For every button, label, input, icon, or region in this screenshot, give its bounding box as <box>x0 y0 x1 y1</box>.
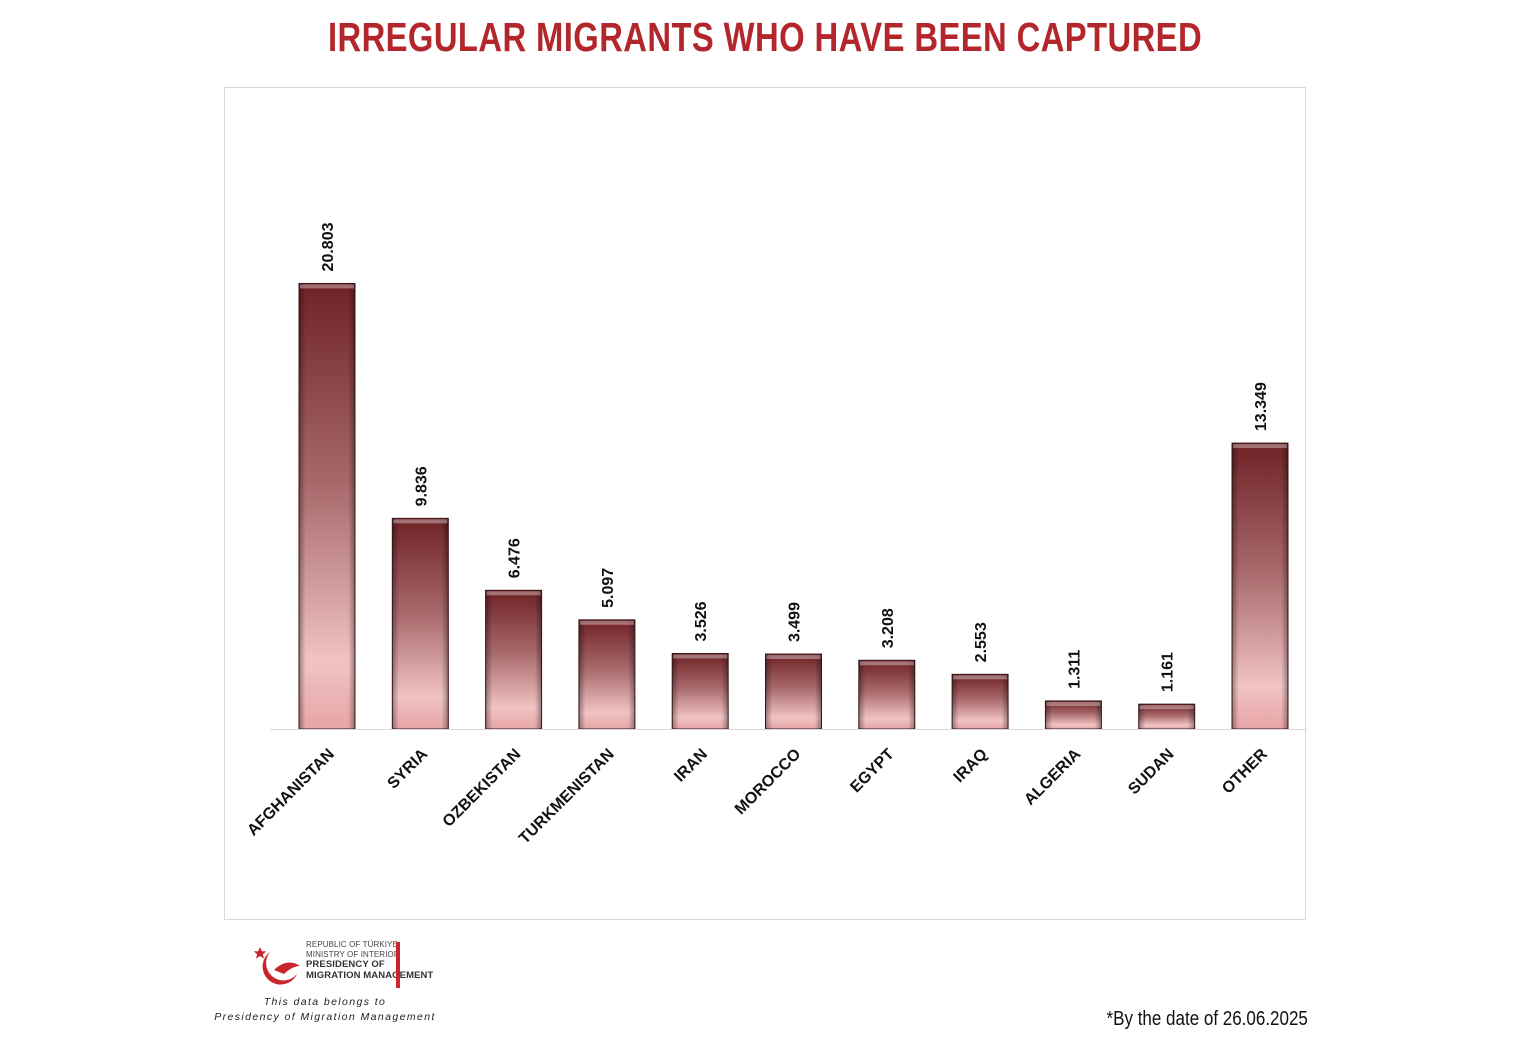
bar-highlight <box>953 675 1008 680</box>
bar-shade <box>392 518 449 729</box>
value-label: 5.097 <box>600 568 617 608</box>
credit-line-1: This data belongs to <box>263 996 387 1008</box>
category-label: OZBEKISTAN <box>440 746 525 831</box>
chart-area: 20.803 9.836 6.476 5.097 3.526 3.499 3.208 2.55… <box>224 87 1307 920</box>
bars-group <box>298 282 1289 730</box>
bar-algeria <box>1044 700 1102 730</box>
category-label: TURKMENISTAN <box>516 746 618 848</box>
bar-highlight <box>300 284 354 289</box>
value-label: 1.161 <box>1160 652 1177 692</box>
value-labels-group: 20.803 9.836 6.476 5.097 3.526 3.499 3.208 2.55… <box>320 222 1270 692</box>
bar-ozbekistan <box>485 589 543 730</box>
bar-highlight <box>673 654 728 659</box>
bar-shade <box>578 619 635 729</box>
bar-egypt <box>858 659 916 730</box>
bar-highlight <box>766 655 821 660</box>
bar-iran <box>671 652 729 730</box>
bar-highlight <box>1046 701 1101 706</box>
logo-text: REPUBLIC OF TÜRKIYE MINISTRY OF INTERIOR… <box>306 940 433 981</box>
value-label: 9.836 <box>413 466 430 506</box>
bar-shade <box>1232 443 1288 729</box>
bar-afghanistan <box>298 282 356 730</box>
category-label: SYRIA <box>385 745 432 792</box>
bar-sudan <box>1138 703 1196 730</box>
presidency-logo-icon <box>253 947 300 985</box>
value-label: 3.526 <box>693 601 710 641</box>
logo-accent-bar <box>396 942 400 988</box>
bar-highlight <box>1233 444 1287 449</box>
value-label: 20.803 <box>320 222 337 271</box>
bar-other <box>1231 442 1289 730</box>
value-label: 13.349 <box>1253 382 1270 431</box>
value-label: 1.311 <box>1066 650 1083 689</box>
category-label: MOROCCO <box>732 746 804 818</box>
category-label: EGYPT <box>847 746 898 797</box>
bar-shade <box>1045 700 1102 729</box>
value-label: 6.476 <box>507 538 524 578</box>
bar-iraq <box>951 673 1009 730</box>
bar-shade <box>672 653 729 729</box>
data-credit: This data belongs to Presidency of Migra… <box>200 995 450 1025</box>
bar-morocco <box>765 653 822 730</box>
value-label: 2.553 <box>973 622 990 662</box>
bar-highlight <box>579 620 634 625</box>
bar-shade <box>1138 704 1195 729</box>
credit-line-2: Presidency of Migration Management <box>214 1011 436 1023</box>
logo-line-4: MIGRATION MANAGEMENT <box>306 970 434 981</box>
category-label: ALGERIA <box>1021 745 1084 808</box>
bar-shade <box>299 283 355 729</box>
date-note: *By the date of 26.06.2025 <box>1106 1008 1308 1030</box>
bar-shade <box>485 590 542 729</box>
bar-shade <box>858 660 915 729</box>
bar-shade <box>952 674 1009 729</box>
value-label: 3.499 <box>787 602 804 642</box>
bar-highlight <box>1139 705 1194 710</box>
bar-chart: 20.803 9.836 6.476 5.097 3.526 3.499 3.208 2.55… <box>244 222 1307 847</box>
bar-highlight <box>859 661 914 666</box>
category-label: IRAN <box>671 746 711 786</box>
category-label: OTHER <box>1219 745 1271 797</box>
logo-line-2: MINISTRY OF INTERIOR <box>306 949 400 959</box>
bar-highlight <box>486 591 541 596</box>
bar-shade <box>765 654 822 729</box>
bar-turkmenistan <box>578 619 636 730</box>
bar-syria <box>391 517 449 730</box>
category-label: AFGHANISTAN <box>244 746 338 840</box>
logo-line-3: PRESIDENCY OF <box>306 959 385 970</box>
logo-line-1: REPUBLIC OF TÜRKIYE <box>306 940 398 949</box>
value-label: 3.208 <box>880 608 897 648</box>
bar-highlight <box>393 519 448 524</box>
category-label: IRAQ <box>951 746 991 786</box>
chart-title: IRREGULAR MIGRANTS WHO HAVE BEEN CAPTURE… <box>327 14 1203 60</box>
category-label: SUDAN <box>1125 746 1177 798</box>
